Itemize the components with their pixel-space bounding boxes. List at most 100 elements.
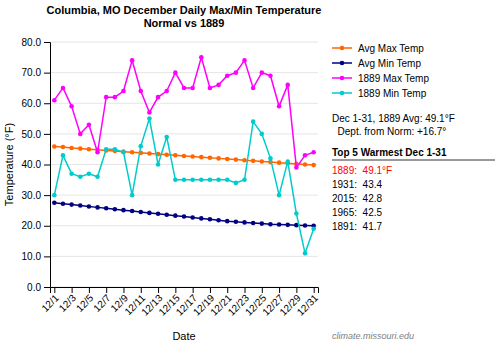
point — [173, 213, 178, 218]
point — [260, 221, 265, 226]
point — [173, 70, 178, 75]
x-axis-title: Date — [172, 330, 195, 342]
y-tick: 20.0 — [22, 220, 50, 231]
annotation-heading: Top 5 Warmest Dec 1-31 — [332, 147, 447, 158]
x-tick-label: 12/3 — [57, 292, 79, 314]
point — [234, 181, 239, 186]
point — [251, 159, 256, 164]
point — [138, 89, 143, 94]
annotation: 1931: 43.4 — [332, 179, 382, 190]
x-tick-mark — [262, 287, 263, 293]
point — [260, 159, 265, 164]
x-tick: 12/1 — [39, 287, 61, 314]
point — [113, 207, 118, 212]
y-tick-mark — [44, 103, 50, 104]
point — [156, 95, 161, 100]
point — [121, 149, 126, 154]
point — [164, 212, 169, 217]
point — [285, 83, 290, 88]
point — [121, 89, 126, 94]
point — [182, 86, 187, 91]
heading-underline — [332, 160, 495, 161]
x-tick: 12/3 — [57, 287, 79, 314]
legend-label: Avg Min Temp — [358, 58, 421, 69]
series-line — [54, 203, 313, 226]
point — [130, 193, 135, 198]
point — [130, 150, 135, 155]
point — [173, 178, 178, 183]
point — [130, 209, 135, 214]
y-tick-label: 60.0 — [22, 98, 42, 109]
series — [52, 200, 316, 228]
x-tick-mark — [227, 287, 228, 293]
point — [78, 174, 83, 179]
series-line — [54, 119, 313, 254]
point — [216, 218, 221, 223]
y-tick-label: 50.0 — [22, 129, 42, 140]
annotation: 1889: 49.1°F — [332, 165, 392, 176]
x-tick-mark — [193, 287, 194, 293]
point — [156, 212, 161, 217]
point — [87, 204, 92, 209]
point — [260, 132, 265, 137]
y-tick: 0.0 — [27, 282, 50, 293]
point — [251, 119, 256, 124]
series-line — [54, 146, 313, 165]
y-tick: 70.0 — [22, 67, 50, 78]
point — [78, 146, 83, 151]
point — [164, 135, 169, 140]
title: Columbia, MO December Daily Max/Min Temp… — [47, 4, 322, 29]
x-tick: 12/7 — [91, 287, 113, 314]
series — [52, 116, 316, 255]
point — [225, 73, 230, 78]
point — [87, 147, 92, 152]
legend-entry: 1889 Min Temp — [332, 88, 427, 99]
y-tick-mark — [44, 42, 50, 43]
y-tick-label: 80.0 — [22, 37, 42, 48]
y-tick-label: 40.0 — [22, 159, 42, 170]
x-tick-mark — [72, 287, 73, 293]
point — [208, 217, 213, 222]
legend-marker — [340, 46, 345, 51]
point — [216, 83, 221, 88]
annotation: 1965: 42.5 — [332, 207, 382, 218]
legend-entry: 1889 Max Temp — [332, 73, 429, 84]
point — [303, 162, 308, 167]
x-tick-mark — [296, 287, 297, 293]
x-tick-label: 12/1 — [39, 292, 61, 314]
y-tick-label: 30.0 — [22, 190, 42, 201]
annotations: Dec 1-31, 1889 Avg: 49.1°F Dept. from No… — [332, 113, 495, 341]
point — [147, 151, 152, 156]
point — [285, 223, 290, 228]
point — [251, 86, 256, 91]
point — [69, 104, 74, 109]
grid-line — [50, 72, 318, 73]
point — [268, 222, 273, 227]
grid — [50, 42, 318, 287]
point — [69, 171, 74, 176]
y-tick-mark — [44, 134, 50, 135]
point — [208, 178, 213, 183]
y-tick-mark — [44, 73, 50, 74]
x-tick-mark — [141, 287, 142, 293]
x-tick-mark — [314, 287, 315, 293]
x-tick-mark — [158, 287, 159, 293]
point — [182, 214, 187, 219]
grid-line — [50, 42, 318, 43]
point — [311, 227, 316, 232]
point — [311, 163, 316, 168]
point — [277, 160, 282, 165]
point — [225, 178, 230, 183]
legend-entry: Avg Min Temp — [332, 58, 421, 69]
x-axis-line — [51, 288, 319, 294]
x-tick-mark — [279, 287, 280, 293]
point — [285, 159, 290, 164]
x-tick-mark — [54, 287, 55, 293]
x-tick-mark — [175, 287, 176, 293]
legend: Avg Max TempAvg Min Temp1889 Max Temp188… — [332, 43, 429, 99]
watermark: climate.missouri.edu — [332, 331, 414, 341]
y-tick-label: 20.0 — [22, 220, 42, 231]
point — [216, 156, 221, 161]
point — [104, 147, 109, 152]
x-tick-label: 12/31 — [295, 292, 321, 318]
